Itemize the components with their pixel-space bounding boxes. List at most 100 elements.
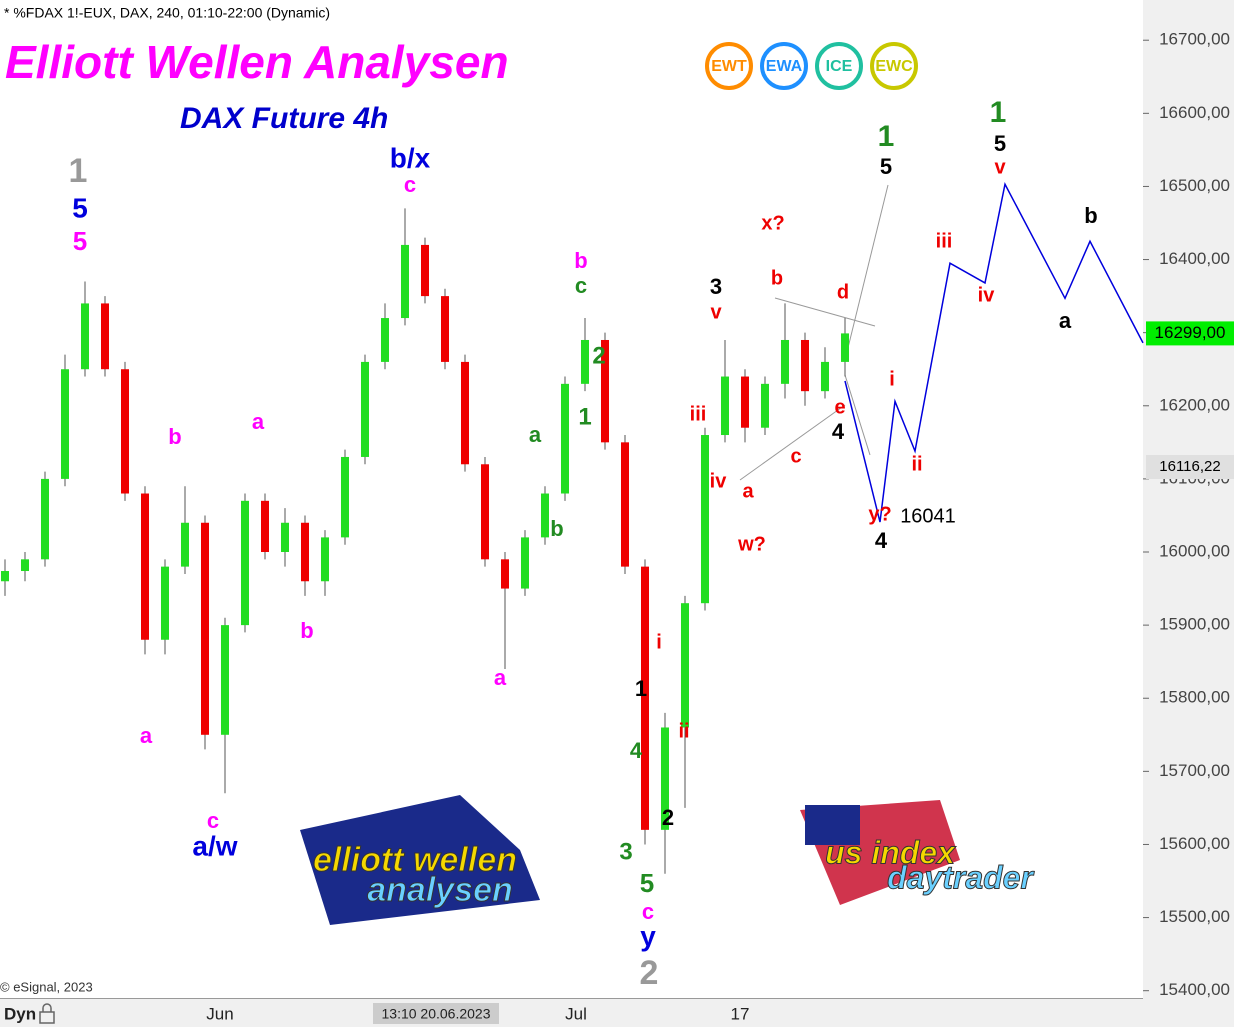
wave-label: 16041: [900, 505, 956, 527]
candle-body: [821, 361, 829, 392]
candle-body: [241, 500, 249, 626]
wave-label: v: [994, 156, 1006, 178]
x-tick-label: 17: [731, 1004, 750, 1023]
badge: [815, 42, 863, 90]
wave-label: 1: [878, 120, 895, 153]
wave-label: c: [207, 808, 219, 833]
wave-label: 4: [630, 738, 643, 763]
y-tick-label: 15400,00: [1159, 980, 1230, 999]
candle-body: [61, 369, 69, 479]
candle-body: [221, 625, 229, 735]
header: * %FDAX 1!-EUX, DAX, 240, 01:10-22:00 (D…: [4, 5, 330, 21]
candle-body: [441, 296, 449, 362]
candle-body: [741, 376, 749, 428]
chart-title: Elliott Wellen Analysen: [5, 36, 509, 88]
chart-subtitle: DAX Future 4h: [180, 102, 388, 135]
wave-label: b: [168, 424, 181, 449]
y-tick-label: 16500,00: [1159, 176, 1230, 195]
candle-body: [721, 376, 729, 436]
wave-label: 1: [635, 676, 647, 701]
badge: [705, 42, 753, 90]
logo-text: daytrader: [887, 859, 1034, 895]
y-tick-label: 16400,00: [1159, 249, 1230, 268]
wave-label: 5: [72, 192, 88, 223]
candle-body: [461, 361, 469, 465]
wave-label: 1: [69, 152, 88, 190]
candle-body: [41, 478, 49, 560]
candle-body: [161, 566, 169, 640]
price-tag: [1146, 455, 1234, 480]
badge: [870, 42, 918, 90]
wave-label: iii: [690, 403, 707, 425]
wave-label: y: [640, 920, 656, 951]
wave-label: 3: [710, 274, 722, 299]
x-tick-label: 13:10 20.06.2023: [382, 1006, 491, 1022]
candle-body: [301, 522, 309, 582]
wave-label: 3: [619, 838, 632, 865]
price-tag-label: 16116,22: [1159, 458, 1220, 475]
y-tick-label: 16000,00: [1159, 541, 1230, 560]
wave-label: b: [574, 248, 587, 273]
wave-label: 2: [640, 954, 659, 992]
wave-label: c: [404, 172, 416, 197]
candle-body: [181, 522, 189, 567]
y-tick-label: 16700,00: [1159, 30, 1230, 49]
copyright: © eSignal, 2023: [0, 979, 93, 994]
wave-label: iv: [978, 284, 996, 306]
y-tick-label: 15600,00: [1159, 834, 1230, 853]
candle-body: [701, 435, 709, 604]
wave-label: ii: [678, 720, 689, 742]
wave-label: 4: [832, 419, 845, 444]
candle-body: [601, 339, 609, 443]
badge-label: EWA: [766, 58, 803, 75]
wave-label: iii: [936, 230, 953, 252]
wave-label: v: [710, 301, 722, 323]
candle-body: [261, 500, 269, 553]
wave-label: 2: [662, 805, 674, 830]
wave-label: x?: [761, 212, 784, 234]
y-tick-label: 16200,00: [1159, 395, 1230, 414]
wave-label: a/w: [192, 830, 237, 861]
candle-body: [201, 522, 209, 735]
wave-label: a: [742, 480, 754, 502]
candle-body: [561, 383, 569, 494]
wave-label: a: [140, 723, 153, 748]
candle-body: [21, 559, 29, 572]
candle-body: [341, 456, 349, 538]
x-tick-label: Jul: [565, 1004, 587, 1023]
candle-body: [661, 727, 669, 830]
x-tick-label: Jun: [206, 1004, 233, 1023]
wave-label: iv: [710, 470, 728, 492]
wave-label: 5: [994, 131, 1006, 156]
candle-body: [141, 493, 149, 640]
wave-label: ii: [911, 453, 922, 475]
logo-text: us index: [825, 834, 956, 870]
candle-body: [501, 559, 509, 589]
candle-body: [401, 244, 409, 319]
price-tag: [1146, 321, 1234, 346]
wave-label: b: [550, 516, 563, 541]
badge-label: EWT: [711, 58, 747, 75]
wave-label: 5: [640, 868, 654, 898]
candle-body: [521, 537, 529, 589]
candle-body: [361, 361, 369, 457]
y-tick-label: 15700,00: [1159, 761, 1230, 780]
wave-label: 5: [880, 154, 892, 179]
wave-label: e: [834, 396, 845, 418]
y-tick-label: 15800,00: [1159, 688, 1230, 707]
wave-label: y?: [868, 503, 891, 525]
wave-label: c: [790, 445, 801, 467]
candle-body: [481, 464, 489, 560]
candle-body: [781, 339, 789, 384]
candle-body: [101, 303, 109, 370]
y-tick-label: 15500,00: [1159, 907, 1230, 926]
candle-body: [81, 303, 89, 370]
logo-text: analysen: [367, 871, 513, 909]
candle-body: [581, 339, 589, 384]
candle-body: [281, 522, 289, 553]
candle-body: [321, 537, 329, 582]
wave-label: 5: [73, 226, 87, 256]
